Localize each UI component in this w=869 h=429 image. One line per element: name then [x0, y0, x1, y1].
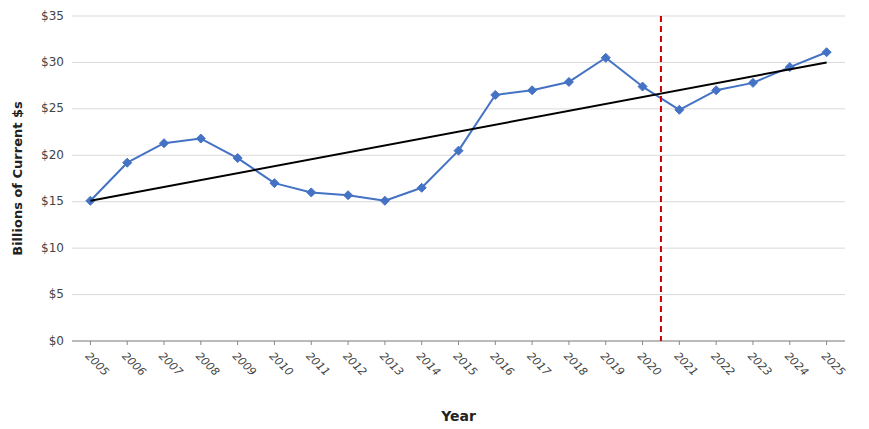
series-marker [344, 191, 353, 200]
x-tick-label: 2020 [635, 350, 664, 379]
chart-svg: $0 $5 $10 $15 $20 $25 $30 $35 20052006 2007 2008 20… [0, 0, 869, 429]
y-axis-title: Billions of Current $s [10, 101, 25, 256]
reference-line [660, 16, 662, 341]
y-tick-label: $0 [49, 334, 64, 348]
series-line [90, 62, 826, 200]
x-tick-label: 2006 [119, 350, 148, 379]
x-tick-label: 2013 [377, 350, 406, 379]
grid-line [72, 341, 845, 342]
x-tick [200, 341, 201, 345]
x-tick [789, 341, 790, 345]
x-tick [752, 341, 753, 345]
background [0, 0, 869, 429]
plot-area [86, 16, 831, 341]
x-tick-label: 2005 [83, 350, 112, 379]
x-tick-label: 2019 [598, 350, 627, 379]
series-line [90, 52, 826, 201]
x-tick [348, 341, 349, 345]
series-marker [491, 90, 500, 99]
x-tick-label: 2018 [561, 350, 590, 379]
x-tick-label: 2009 [230, 350, 259, 379]
x-tick-label: 2024 [782, 350, 811, 379]
y-tick-label: $15 [41, 194, 64, 208]
x-axis-line [72, 341, 845, 342]
y-tick-label: $20 [41, 148, 64, 162]
series-marker [380, 196, 389, 205]
x-tick-label: 2016 [488, 350, 517, 379]
chart-container: $0 $5 $10 $15 $20 $25 $30 $35 20052006 2007 2008 20… [0, 0, 869, 429]
x-tick [642, 341, 643, 345]
x-tick-label: 2017 [524, 350, 553, 379]
grid-line [72, 294, 845, 295]
series-marker [307, 188, 316, 197]
y-tick-label: $35 [41, 9, 64, 23]
series-marker [196, 134, 205, 143]
x-tick-label: 2015 [451, 350, 480, 379]
x-tick [605, 341, 606, 345]
series-marker [123, 158, 132, 167]
x-tick-label: 2008 [193, 350, 222, 379]
x-tick-label: 2010 [267, 350, 296, 379]
y-tick-label: $30 [41, 55, 64, 69]
x-tick [495, 341, 496, 345]
series-marker [638, 82, 647, 91]
x-tick [384, 341, 385, 345]
grid-line [72, 248, 845, 249]
x-tick-label: 2011 [303, 350, 332, 379]
y-tick-label: $25 [41, 101, 64, 115]
x-tick-label: 2021 [672, 350, 701, 379]
x-tick [716, 341, 717, 345]
x-tick-label: 2022 [708, 350, 737, 379]
series-marker [528, 86, 537, 95]
series-marker [417, 183, 426, 192]
series-marker [160, 139, 169, 148]
series-marker [601, 53, 610, 62]
series-marker [564, 77, 573, 86]
y-tick-label: $10 [41, 241, 64, 255]
grid-line [72, 16, 845, 17]
x-tick [274, 341, 275, 345]
grid-line [72, 62, 845, 63]
x-tick [164, 341, 165, 345]
x-tick-label: 2012 [340, 350, 369, 379]
series-marker [233, 154, 242, 163]
x-tick-label: 2023 [745, 350, 774, 379]
x-tick [458, 341, 459, 345]
x-tick [532, 341, 533, 345]
series-marker [712, 86, 721, 95]
series-marker [270, 179, 279, 188]
x-tick [237, 341, 238, 345]
x-tick [90, 341, 91, 345]
y-tick-label: $5 [49, 287, 64, 301]
x-tick-label: 2025 [819, 350, 848, 379]
x-tick-label: 2014 [414, 350, 443, 379]
series-marker [822, 48, 831, 57]
series-marker [675, 105, 684, 114]
grid [72, 16, 845, 341]
x-tick [679, 341, 680, 345]
grid-line [72, 108, 845, 109]
x-tick [127, 341, 128, 345]
x-tick-label: 2007 [156, 350, 185, 379]
series-marker [454, 146, 463, 155]
x-axis-title: Year [440, 408, 476, 424]
x-tick [421, 341, 422, 345]
grid-line [72, 201, 845, 202]
x-tick [568, 341, 569, 345]
x-tick [311, 341, 312, 345]
series-marker [748, 78, 757, 87]
x-tick [826, 341, 827, 345]
